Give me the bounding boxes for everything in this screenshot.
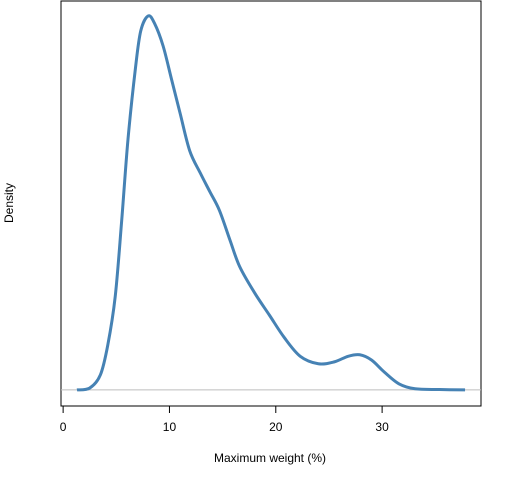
density-line xyxy=(76,14,466,392)
x-tick-label: 0 xyxy=(60,420,67,434)
x-tick-label: 20 xyxy=(269,420,283,434)
x-tick-label: 10 xyxy=(163,420,177,434)
x-tick-label: 30 xyxy=(375,420,389,434)
y-axis-label: Density xyxy=(2,183,16,223)
x-axis-label: Maximum weight (%) xyxy=(214,451,326,465)
